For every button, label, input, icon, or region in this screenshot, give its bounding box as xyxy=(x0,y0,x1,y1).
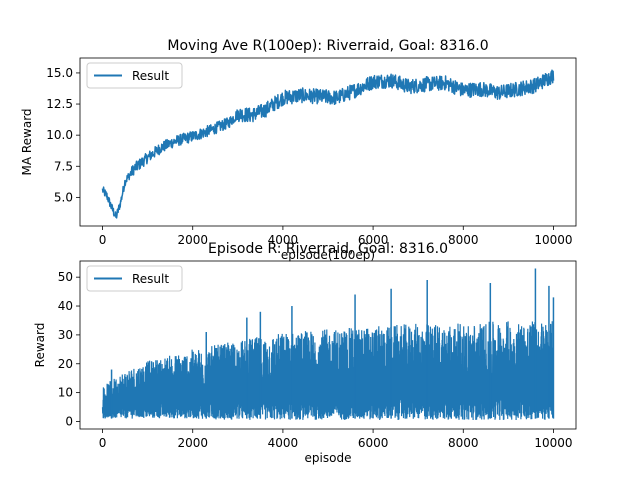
x-tick-label: 6000 xyxy=(358,233,389,247)
y-tick-label: 30 xyxy=(58,328,73,342)
y-tick-label: 10 xyxy=(58,386,73,400)
x-tick-label: 6000 xyxy=(358,436,389,450)
x-tick-label: 4000 xyxy=(268,436,299,450)
axes-frame xyxy=(79,57,577,227)
y-axis-label: MA Reward xyxy=(20,108,34,175)
x-tick-label: 8000 xyxy=(448,436,479,450)
top-chart: 0 2000 4000 6000 8000 10000 5.0 7.5 10.0 12.5 15.0… xyxy=(20,38,577,262)
legend-box xyxy=(86,265,183,292)
ma-reward-line xyxy=(101,69,555,219)
bottom-chart: 0 2000 4000 6000 8000 10000 0 10 20 30 40 50 episode… xyxy=(33,241,577,465)
legend: Result xyxy=(86,62,183,89)
x-tick-label: 10000 xyxy=(534,436,572,450)
chart-title: Moving Ave R(100ep): Riverraid, Goal: 83… xyxy=(167,38,488,54)
y-tick-label: 40 xyxy=(58,299,73,313)
x-axis-label: episode(100ep) xyxy=(281,248,375,262)
y-tick-label: 15.0 xyxy=(46,66,73,80)
y-tick-label: 10.0 xyxy=(46,128,73,142)
axes-frame xyxy=(79,260,577,430)
x-tick-label: 10000 xyxy=(534,233,572,247)
plot-area xyxy=(101,268,555,421)
x-tick-label: 4000 xyxy=(268,233,299,247)
x-axis-label: episode xyxy=(305,451,352,465)
x-tick-label: 0 xyxy=(99,233,107,247)
y-tick-label: 20 xyxy=(58,357,73,371)
legend-label: Result xyxy=(132,69,169,83)
x-tick-label: 0 xyxy=(99,436,107,450)
x-tick-label: 2000 xyxy=(177,436,208,450)
plot-area xyxy=(101,69,555,219)
y-tick-label: 7.5 xyxy=(54,159,73,173)
legend-label: Result xyxy=(132,272,169,286)
chart-title: Episode R: Riverraid, Goal: 8316.0 xyxy=(208,241,448,257)
y-tick-label: 5.0 xyxy=(54,190,73,204)
legend: Result xyxy=(86,265,183,292)
y-axis-label: Reward xyxy=(33,323,47,368)
y-tick-label: 12.5 xyxy=(46,97,73,111)
x-tick-label: 8000 xyxy=(448,233,479,247)
episode-reward-line xyxy=(101,321,555,421)
y-tick-label: 0 xyxy=(65,414,73,428)
y-tick-label: 50 xyxy=(58,270,73,284)
legend-box xyxy=(86,62,183,89)
x-tick-label: 2000 xyxy=(177,233,208,247)
